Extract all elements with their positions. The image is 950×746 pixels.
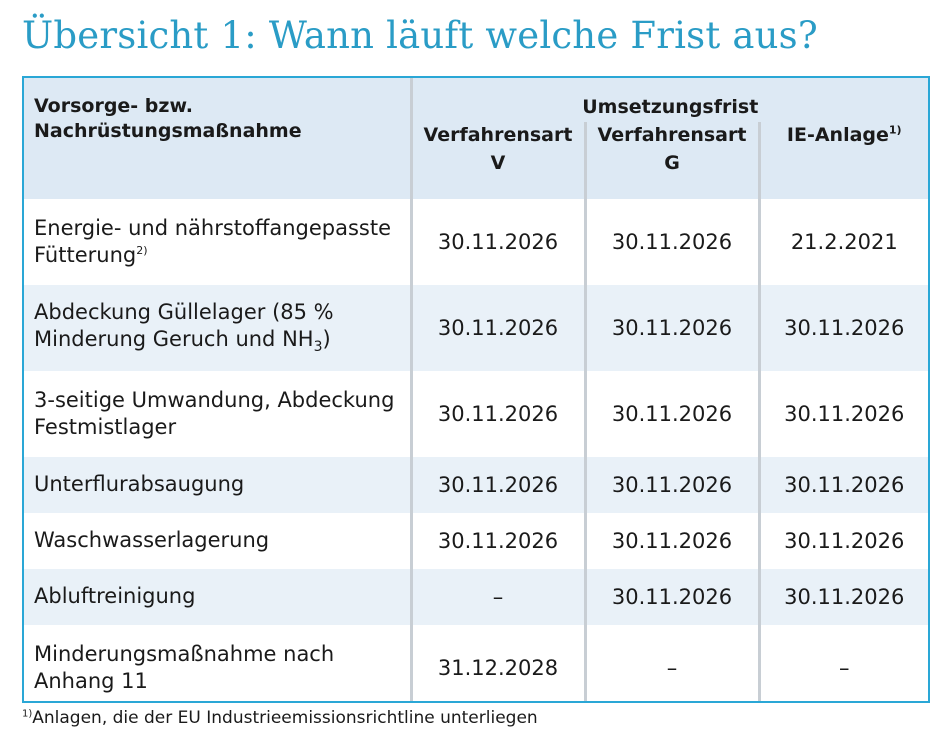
cell-g: 30.11.2026 <box>585 285 761 371</box>
header-ie-text: IE-Anlage <box>786 124 889 146</box>
deadline-table: Vorsorge- bzw. Nachrüstungsmaßnahme Umse… <box>22 76 930 703</box>
header-verfahrensart-v: Verfahrensart V <box>411 122 587 199</box>
table-row: Minderungsmaßnahme nach Anhang 11 31.12.… <box>24 625 928 701</box>
row-label: Unterflurabsaugung <box>24 457 413 513</box>
header-v-text: Verfahrensart V <box>423 124 573 174</box>
table-row: Waschwasserlagerung 30.11.2026 30.11.202… <box>24 513 928 569</box>
page-title: Übersicht 1: Wann läuft welche Frist aus… <box>22 14 818 57</box>
header-measure: Vorsorge- bzw. Nachrüstungsmaßnahme <box>24 78 413 199</box>
cell-ie: 21.2.2021 <box>759 199 928 285</box>
row-label: 3-seitige Umwandung, Abdeckung Festmistl… <box>24 371 413 457</box>
footnote-text: Anlagen, die der EU Industrieemissionsri… <box>32 708 538 728</box>
cell-v: 31.12.2028 <box>411 625 587 701</box>
cell-ie: 30.11.2026 <box>759 457 928 513</box>
cell-ie: 30.11.2026 <box>759 285 928 371</box>
cell-v: 30.11.2026 <box>411 371 587 457</box>
row-label: Abluftreinigung <box>24 569 413 625</box>
header-verfahrensart-g: Verfahrensart G <box>585 122 761 199</box>
row-label-text: Abdeckung Güllelager (85 % Minderung Ger… <box>34 300 334 352</box>
row-label-close: ) <box>322 327 331 352</box>
header-ie-sup: 1) <box>888 123 902 137</box>
cell-g: 30.11.2026 <box>585 513 761 569</box>
footnote-marker: 1) <box>22 708 33 720</box>
cell-v: 30.11.2026 <box>411 457 587 513</box>
cell-g: 30.11.2026 <box>585 371 761 457</box>
table-row: Abluftreinigung – 30.11.2026 30.11.2026 <box>24 569 928 625</box>
table-row: Abdeckung Güllelager (85 % Minderung Ger… <box>24 285 928 371</box>
cell-v: 30.11.2026 <box>411 199 587 285</box>
table-row: 3-seitige Umwandung, Abdeckung Festmistl… <box>24 371 928 457</box>
cell-v: 30.11.2026 <box>411 285 587 371</box>
cell-g: – <box>585 625 761 701</box>
cell-g: 30.11.2026 <box>585 569 761 625</box>
row-label: Waschwasserlagerung <box>24 513 413 569</box>
header-ie-anlage: IE-Anlage1) <box>759 122 928 199</box>
row-label-sup: 2) <box>136 244 148 257</box>
cell-ie: – <box>759 625 928 701</box>
cell-ie: 30.11.2026 <box>759 371 928 457</box>
footnote: 1)Anlagen, die der EU Industrieemissions… <box>22 708 538 728</box>
header-g-text: Verfahrensart G <box>597 124 747 174</box>
row-label: Abdeckung Güllelager (85 % Minderung Ger… <box>24 285 413 371</box>
row-label: Minderungsmaßnahme nach Anhang 11 <box>24 625 413 701</box>
cell-g: 30.11.2026 <box>585 199 761 285</box>
row-label-text: Energie- und nährstoffangepasste Fütteru… <box>34 215 391 267</box>
row-label: Energie- und nährstoffangepasste Fütteru… <box>24 199 413 285</box>
cell-g: 30.11.2026 <box>585 457 761 513</box>
cell-v: – <box>411 569 587 625</box>
header-measure-line2: Nachrüstungsmaßnahme <box>34 119 302 142</box>
cell-ie: 30.11.2026 <box>759 569 928 625</box>
row-label-subscript: 3 <box>313 339 323 356</box>
header-group-deadline: Umsetzungsfrist <box>411 78 928 122</box>
cell-ie: 30.11.2026 <box>759 513 928 569</box>
table-row: Energie- und nährstoffangepasste Fütteru… <box>24 199 928 285</box>
cell-v: 30.11.2026 <box>411 513 587 569</box>
header-measure-line1: Vorsorge- bzw. <box>34 95 194 117</box>
table-row: Unterflurabsaugung 30.11.2026 30.11.2026… <box>24 457 928 513</box>
